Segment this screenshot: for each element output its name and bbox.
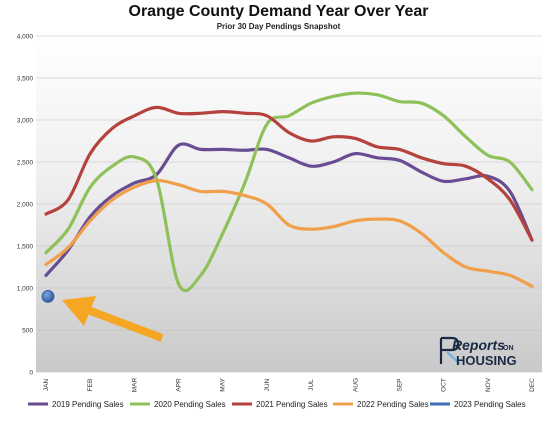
legend-label: 2023 Pending Sales	[454, 400, 526, 409]
logo-word-housing: HOUSING	[456, 353, 517, 368]
y-tick-label: 2,500	[17, 159, 34, 166]
x-tick-label: SEP	[396, 378, 403, 391]
legend-label: 2021 Pending Sales	[256, 400, 328, 409]
y-tick-label: 1,500	[17, 243, 34, 250]
y-tick-label: 3,000	[17, 117, 34, 124]
chart-title: Orange County Demand Year Over Year	[128, 3, 429, 20]
x-tick-label: APR	[176, 378, 183, 392]
series-line	[44, 178, 534, 288]
x-tick-label: OCT	[441, 378, 448, 392]
legend-label: 2022 Pending Sales	[357, 400, 429, 409]
y-tick-label: 1,000	[17, 285, 34, 292]
legend-label: 2020 Pending Sales	[154, 400, 226, 409]
y-tick-label: 3,500	[17, 75, 34, 82]
x-tick-label: JAN	[43, 379, 50, 392]
x-tick-label: MAY	[220, 378, 227, 392]
y-tick-label: 4,000	[17, 33, 34, 40]
series-lines	[41, 91, 534, 303]
x-axis-ticks: JAN FEB MAR APR MAY JUN JUL AUG SEP OCT NOV DEC	[43, 377, 536, 392]
annotation-arrow	[62, 296, 164, 342]
series-line	[44, 105, 534, 242]
chart-subtitle: Prior 30 Day Pendings Snapshot	[216, 22, 341, 31]
series-line	[44, 142, 534, 277]
series-point	[41, 289, 55, 303]
x-tick-label: AUG	[352, 378, 359, 392]
arrow-shaft	[86, 306, 164, 342]
x-tick-label: NOV	[485, 377, 492, 392]
legend: 2019 Pending Sales 2020 Pending Sales 2021…	[28, 400, 526, 409]
logo-accent-icon	[446, 351, 461, 365]
x-tick-label: JUL	[308, 379, 315, 391]
x-tick-label: JUN	[264, 378, 271, 391]
series-line	[44, 91, 534, 293]
y-tick-label: 2,000	[17, 201, 34, 208]
x-tick-label: FEB	[87, 379, 94, 392]
x-tick-label: DEC	[529, 378, 536, 392]
logo-word-on: ON	[503, 345, 514, 352]
logo-word-reports: Reports	[452, 337, 505, 353]
logo-mark-icon	[439, 336, 460, 364]
legend-label: 2019 Pending Sales	[52, 400, 124, 409]
y-tick-label: 500	[22, 327, 33, 334]
y-axis-ticks: 0 500 1,000 1,500 2,000 2,500 3,000 3,500 4,000	[17, 33, 34, 376]
y-tick-label: 0	[29, 369, 33, 376]
x-tick-label: MAR	[131, 377, 138, 392]
arrow-head	[62, 296, 96, 326]
